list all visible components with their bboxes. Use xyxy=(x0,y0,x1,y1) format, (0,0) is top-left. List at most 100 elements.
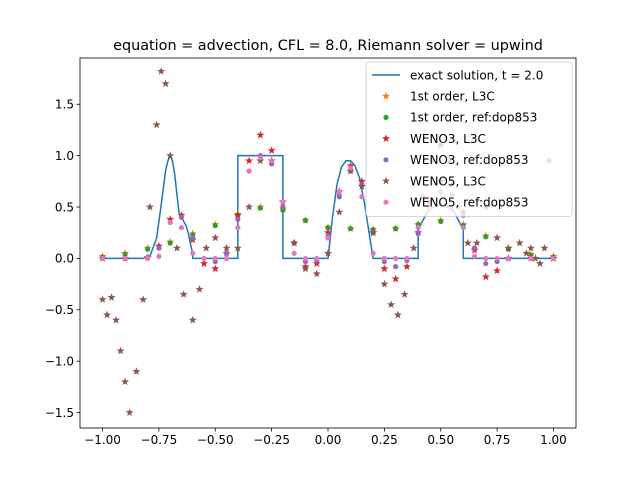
data-point xyxy=(347,165,354,171)
x-tick-label: −0.25 xyxy=(253,433,290,447)
data-point xyxy=(391,274,400,283)
x-tick-label: −0.75 xyxy=(141,433,178,447)
plot-area xyxy=(79,57,577,429)
data-point xyxy=(381,255,387,262)
data-point xyxy=(336,194,342,200)
data-point xyxy=(481,272,490,281)
data-point xyxy=(161,79,170,88)
data-point xyxy=(200,259,208,267)
data-point xyxy=(302,217,309,223)
data-point xyxy=(515,238,524,247)
data-point xyxy=(267,146,276,154)
data-point xyxy=(99,255,106,262)
legend-swatch xyxy=(382,92,390,100)
x-tick-label: 0.25 xyxy=(371,433,398,447)
data-point xyxy=(493,233,502,242)
legend-item: WENO5, ref:dop853 xyxy=(383,196,529,210)
legend-swatch xyxy=(382,176,390,185)
data-point xyxy=(107,293,116,301)
data-point xyxy=(190,235,196,241)
y-tick-label: 1.0 xyxy=(55,149,74,163)
data-point xyxy=(312,269,321,278)
data-point xyxy=(291,250,297,256)
data-point xyxy=(393,264,399,270)
data-point xyxy=(172,243,181,252)
legend-item: WENO3, ref:dop853 xyxy=(383,153,529,167)
data-point xyxy=(357,177,366,185)
data-point xyxy=(522,249,531,257)
data-point xyxy=(103,310,112,319)
data-point xyxy=(393,310,402,319)
x-tick-label: 1.00 xyxy=(540,433,567,447)
data-point xyxy=(471,253,478,259)
legend-item: exact solution, t = 2.0 xyxy=(372,68,543,82)
data-point xyxy=(212,222,218,229)
data-point xyxy=(116,346,125,355)
data-point xyxy=(179,290,188,298)
data-point xyxy=(380,279,389,288)
data-point xyxy=(540,243,549,252)
y-tick-label: −1.5 xyxy=(45,406,74,420)
data-point xyxy=(301,264,310,273)
data-point xyxy=(359,194,365,200)
data-point xyxy=(438,218,444,225)
data-point xyxy=(178,224,185,231)
data-point xyxy=(166,151,175,160)
data-point xyxy=(233,211,242,219)
data-point xyxy=(112,315,121,324)
data-point xyxy=(415,224,421,231)
data-point xyxy=(280,199,286,205)
data-point xyxy=(246,168,252,174)
data-point xyxy=(526,243,535,252)
y-tick-label: −1.0 xyxy=(45,354,74,368)
data-point xyxy=(302,255,309,262)
data-point xyxy=(201,255,207,262)
x-tick-label: −0.50 xyxy=(197,433,234,447)
data-point xyxy=(505,255,511,262)
data-point xyxy=(393,226,399,232)
data-point xyxy=(152,120,161,129)
data-point xyxy=(256,156,265,165)
data-point xyxy=(460,224,466,231)
data-point xyxy=(211,264,220,273)
data-point xyxy=(483,255,489,262)
data-point xyxy=(387,300,396,309)
data-point xyxy=(235,216,241,222)
data-point xyxy=(132,367,141,375)
data-point xyxy=(211,233,220,242)
data-point xyxy=(166,215,175,223)
y-tick-label: −0.5 xyxy=(45,303,74,317)
data-point xyxy=(195,285,204,293)
data-point xyxy=(404,255,410,262)
legend-item: WENO3, L3C xyxy=(382,132,486,146)
data-point xyxy=(463,238,472,247)
data-point xyxy=(223,250,230,256)
x-tick-label: −1.00 xyxy=(84,433,121,447)
data-point xyxy=(157,67,166,75)
data-point xyxy=(156,253,162,259)
data-point xyxy=(528,255,534,262)
data-point xyxy=(409,243,418,252)
data-point xyxy=(347,226,354,232)
data-point xyxy=(145,246,151,252)
legend-label: WENO5, ref:dop853 xyxy=(410,196,529,210)
legend-label: exact solution, t = 2.0 xyxy=(410,68,543,82)
y-axis: −1.5 −1.0 −0.5 0.0 0.5 1.0 1.5 xyxy=(45,98,80,420)
data-point xyxy=(402,262,411,271)
data-point xyxy=(535,259,544,267)
data-point xyxy=(245,156,254,165)
data-point xyxy=(380,264,389,273)
x-tick-label: 0.00 xyxy=(315,433,342,447)
data-point xyxy=(145,255,151,262)
data-point xyxy=(483,234,489,240)
data-point xyxy=(257,205,263,211)
data-point xyxy=(178,214,185,220)
data-point xyxy=(346,166,355,175)
data-point xyxy=(494,255,500,262)
data-point xyxy=(370,250,376,256)
legend: exact solution, t = 2.0 1st order, L3C 1st… xyxy=(365,61,573,217)
chart-title: equation = advection, CFL = 8.0, Riemann… xyxy=(113,38,543,54)
data-point xyxy=(325,224,331,231)
legend-swatch xyxy=(383,199,389,205)
